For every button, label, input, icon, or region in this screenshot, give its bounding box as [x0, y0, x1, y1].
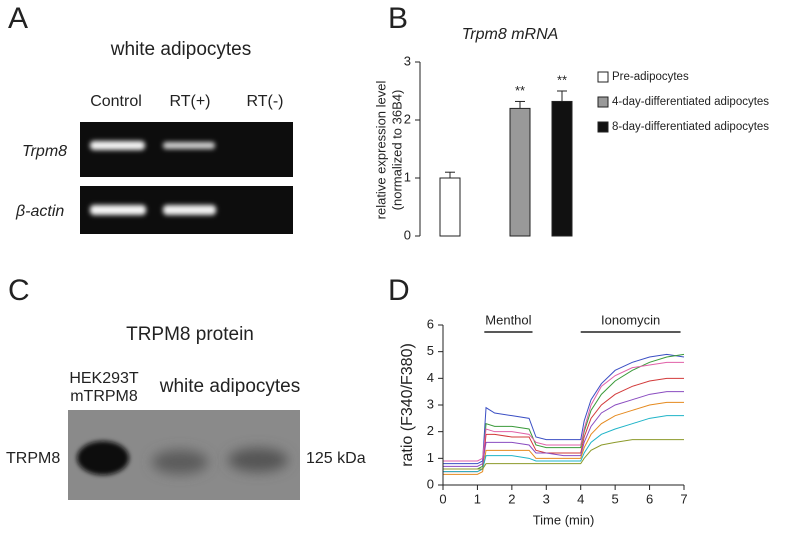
y-tick-label: 4 [427, 370, 434, 385]
lane-label: mTRPM8 [70, 388, 138, 405]
significance: ** [557, 72, 567, 87]
trace [443, 361, 684, 462]
row-label: Trpm8 [22, 143, 67, 160]
bar [509, 107, 531, 237]
x-tick-label: 5 [612, 491, 619, 506]
y-tick-label: 5 [427, 343, 434, 358]
y-tick-label: 6 [427, 316, 434, 331]
lane-label: HEK293T [69, 370, 139, 387]
band-label: TRPM8 [6, 450, 60, 467]
y-tick-label: 0 [427, 476, 434, 491]
panel-letter: D [388, 274, 410, 307]
panel-letter: C [8, 274, 30, 307]
bar [551, 100, 573, 237]
lane-label: Control [90, 93, 142, 110]
y-axis-label: ratio (F340/F380) [399, 343, 416, 467]
y-tick-label: 2 [404, 111, 411, 126]
blot-band [228, 448, 288, 472]
legend-swatch [597, 96, 609, 108]
x-axis-label: Time (min) [533, 512, 595, 527]
blot-band [77, 441, 129, 475]
trace [443, 353, 685, 470]
x-tick-label: 6 [646, 491, 653, 506]
y-axis-label: (normalized to 36B4) [389, 90, 404, 211]
trace [443, 439, 684, 470]
y-tick-label: 0 [404, 227, 411, 242]
lane-label: white adipocytes [159, 376, 300, 397]
gel-band [90, 205, 146, 215]
y-tick-label: 3 [404, 53, 411, 68]
x-tick-label: 4 [577, 491, 584, 506]
x-tick-label: 7 [680, 491, 687, 506]
row-label: β-actin [15, 203, 64, 220]
marker-label: 125 kDa [306, 450, 366, 467]
stimulus-label: Ionomycin [601, 312, 660, 327]
x-tick-label: 1 [474, 491, 481, 506]
x-tick-label: 3 [543, 491, 550, 506]
gel-band [163, 205, 216, 215]
blot-band [152, 450, 208, 474]
trace [443, 415, 684, 473]
legend-swatch [597, 71, 609, 83]
stimulus-label: Menthol [485, 312, 531, 327]
trace [443, 377, 684, 473]
panel-title: TRPM8 protein [126, 324, 254, 345]
legend-label: 4-day-differentiated adipocytes [612, 96, 769, 108]
significance: ** [515, 83, 525, 98]
legend-label: 8-day-differentiated adipocytes [612, 121, 769, 133]
lane-label: RT(+) [169, 93, 210, 110]
chart-title: Trpm8 mRNA [462, 26, 559, 43]
panel-title: white adipocytes [110, 39, 251, 60]
bar [439, 177, 461, 237]
legend-swatch [597, 121, 609, 133]
x-tick-label: 2 [508, 491, 515, 506]
x-tick-label: 0 [439, 491, 446, 506]
legend-label: Pre-adipocytes [612, 71, 689, 83]
gel-band [90, 141, 145, 150]
trace [443, 391, 684, 467]
y-tick-label: 1 [404, 169, 411, 184]
y-tick-label: 2 [427, 423, 434, 438]
y-axis-label: relative expression level [373, 81, 388, 220]
y-tick-label: 3 [427, 396, 434, 411]
gel-band [163, 142, 215, 149]
lane-label: RT(-) [246, 93, 283, 110]
panel-letter: A [8, 2, 28, 35]
y-tick-label: 1 [427, 450, 434, 465]
panel-letter: B [388, 2, 408, 35]
